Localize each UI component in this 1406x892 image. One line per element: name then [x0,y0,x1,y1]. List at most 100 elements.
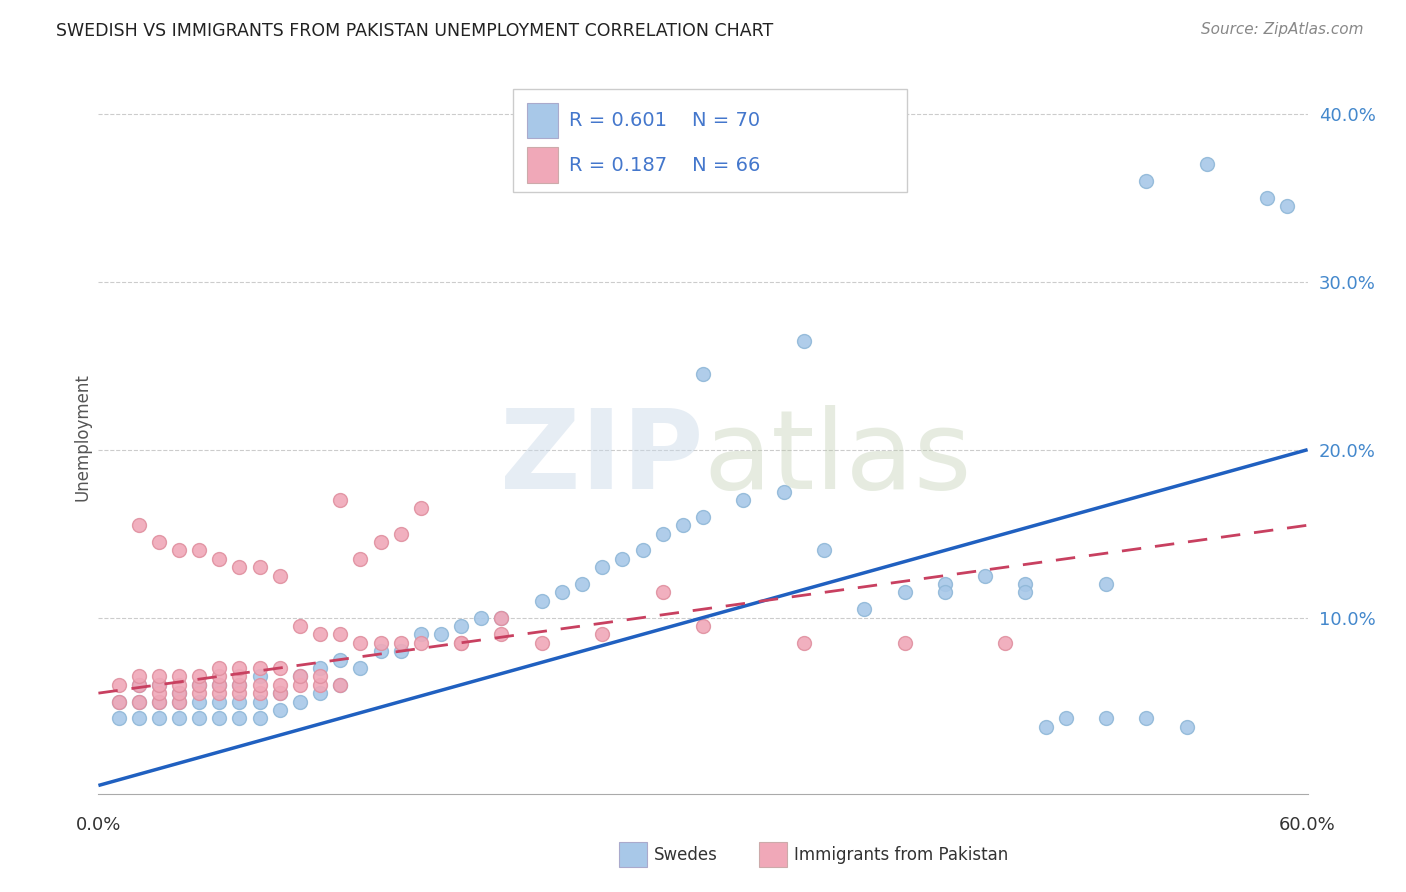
Point [128,669,150,683]
Point [1095,577,1118,591]
Point [893,585,915,599]
Point [309,627,332,641]
Point [188,669,211,683]
Point [148,694,170,708]
Point [128,694,150,708]
Point [389,526,412,541]
Point [571,577,593,591]
Point [269,568,291,582]
Point [249,669,271,683]
Point [389,636,412,650]
Point [208,711,231,725]
Point [853,602,876,616]
Point [491,627,513,641]
Text: ZIP: ZIP [499,405,703,512]
Point [269,686,291,700]
Point [148,711,170,725]
Text: 60.0%: 60.0% [1279,816,1336,834]
Point [631,543,654,558]
Point [1195,157,1218,171]
Point [249,678,271,692]
Point [107,678,129,692]
Point [370,636,392,650]
Point [167,543,190,558]
Point [208,678,231,692]
Point [349,661,371,675]
Point [409,636,432,650]
Point [370,644,392,658]
Point [288,669,311,683]
Point [309,669,332,683]
Point [249,560,271,574]
Point [793,334,815,348]
Text: Swedes: Swedes [654,846,717,863]
Point [208,661,231,675]
Point [1256,191,1278,205]
Point [974,568,997,582]
Point [269,661,291,675]
Text: 0.0%: 0.0% [76,816,121,834]
Point [167,686,190,700]
Point [249,694,271,708]
Point [228,661,250,675]
Point [309,678,332,692]
Point [167,711,190,725]
Point [692,367,714,381]
Text: Source: ZipAtlas.com: Source: ZipAtlas.com [1201,22,1364,37]
Point [793,636,815,650]
Point [188,678,211,692]
Point [1035,720,1057,734]
Point [269,703,291,717]
Point [409,501,432,516]
Point [470,610,492,624]
Point [288,669,311,683]
Point [672,518,695,533]
Point [491,610,513,624]
Text: R = 0.187    N = 66: R = 0.187 N = 66 [569,155,761,175]
Point [269,686,291,700]
Point [813,543,835,558]
Point [107,694,129,708]
Point [167,669,190,683]
Point [208,551,231,566]
Point [208,678,231,692]
Point [249,661,271,675]
Point [228,560,250,574]
Point [491,610,513,624]
Point [107,694,129,708]
Point [1135,174,1157,188]
Point [148,686,170,700]
Point [148,678,170,692]
Point [208,669,231,683]
Point [1014,577,1036,591]
Point [934,577,956,591]
Point [389,644,412,658]
Point [651,585,673,599]
Point [148,694,170,708]
Point [1175,720,1198,734]
Point [450,636,472,650]
Point [188,711,211,725]
Point [269,678,291,692]
Point [994,636,1017,650]
Point [309,661,332,675]
Point [893,636,915,650]
Point [733,493,755,508]
Point [288,694,311,708]
Point [692,509,714,524]
Point [329,678,352,692]
Point [128,518,150,533]
Point [208,686,231,700]
Point [148,535,170,549]
Point [530,594,553,608]
Point [128,678,150,692]
Point [167,686,190,700]
Point [591,627,613,641]
Point [249,686,271,700]
Point [1277,199,1299,213]
Point [148,678,170,692]
Point [228,678,250,692]
Point [128,711,150,725]
Point [167,694,190,708]
Point [288,619,311,633]
